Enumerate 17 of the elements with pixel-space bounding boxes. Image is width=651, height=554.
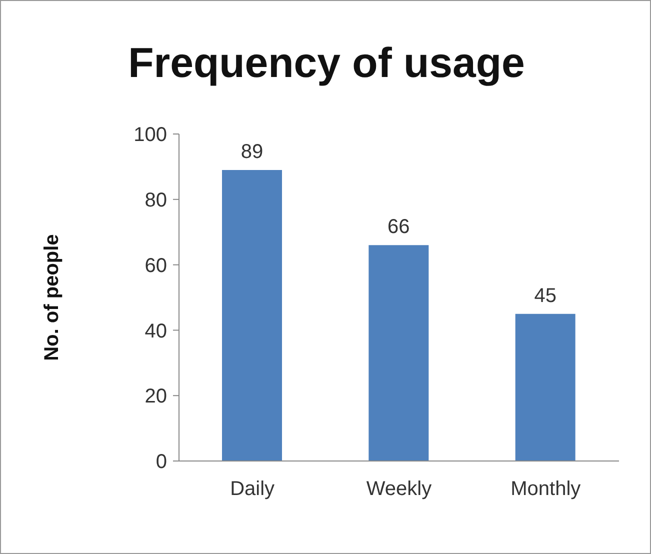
bar <box>368 245 429 461</box>
bar <box>222 170 282 461</box>
data-label: 45 <box>534 284 556 307</box>
y-tick-label: 80 <box>144 190 167 212</box>
data-label: 66 <box>388 216 410 238</box>
y-axis-title: No. of people <box>41 234 64 361</box>
y-tick-label: 20 <box>144 386 167 408</box>
bar <box>515 314 576 461</box>
x-tick-label: Daily <box>230 478 275 500</box>
x-tick-label: Monthly <box>510 478 581 500</box>
y-tick-label: 60 <box>144 254 167 277</box>
data-label: 89 <box>240 140 264 163</box>
x-tick-label: Weekly <box>366 478 432 500</box>
y-tick-label: 0 <box>156 451 167 474</box>
y-tick-label: 100 <box>134 124 167 146</box>
chart-title: Frequency of usage <box>127 39 526 87</box>
y-tick-label: 40 <box>144 320 167 342</box>
